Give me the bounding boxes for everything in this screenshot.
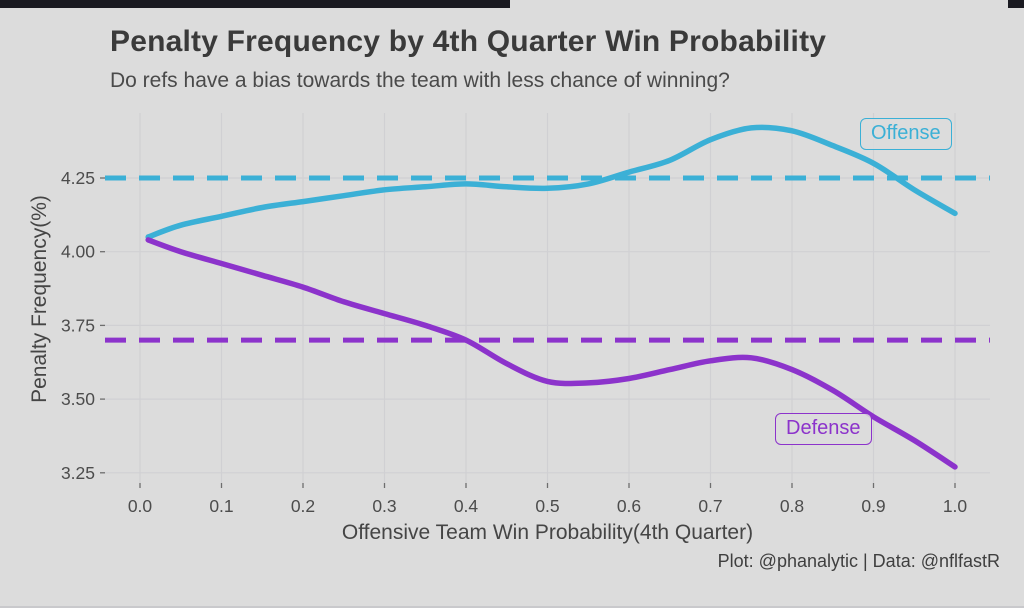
offense-line <box>145 124 958 240</box>
x-tick-label: 0.0 <box>128 496 153 516</box>
chart-caption: Plot: @phanalytic | Data: @nflfastR <box>717 551 1000 571</box>
x-tick-label: 0.2 <box>291 496 315 516</box>
top-edge-bar-right <box>1008 0 1024 8</box>
x-tick-label: 0.6 <box>617 496 641 516</box>
y-tick-label: 4.25 <box>61 168 95 188</box>
y-tick-label: 3.25 <box>61 463 95 483</box>
x-tick-label: 0.3 <box>372 496 396 516</box>
x-tick-label: 0.7 <box>698 496 722 516</box>
defense-line <box>145 237 958 470</box>
y-tick-label: 3.75 <box>61 315 95 335</box>
bottom-edge-line <box>0 606 1024 608</box>
x-tick-label: 1.0 <box>943 496 968 516</box>
y-axis-title: Penalty Frequency(%) <box>28 195 51 403</box>
x-tick-label: 0.1 <box>209 496 233 516</box>
top-edge-bar-left <box>0 0 510 8</box>
offense-series-label: Offense <box>860 118 952 150</box>
defense-series-label: Defense <box>775 413 872 445</box>
x-tick-label: 0.9 <box>861 496 885 516</box>
chart-title: Penalty Frequency by 4th Quarter Win Pro… <box>110 25 827 58</box>
x-axis-title: Offensive Team Win Probability(4th Quart… <box>341 521 754 544</box>
chart-subtitle: Do refs have a bias towards the team wit… <box>110 69 730 92</box>
x-tick-label: 0.4 <box>454 496 479 516</box>
x-tick-label: 0.8 <box>780 496 804 516</box>
y-tick-label: 3.50 <box>61 389 95 409</box>
x-tick-label: 0.5 <box>535 496 559 516</box>
y-tick-label: 4.00 <box>61 242 95 262</box>
